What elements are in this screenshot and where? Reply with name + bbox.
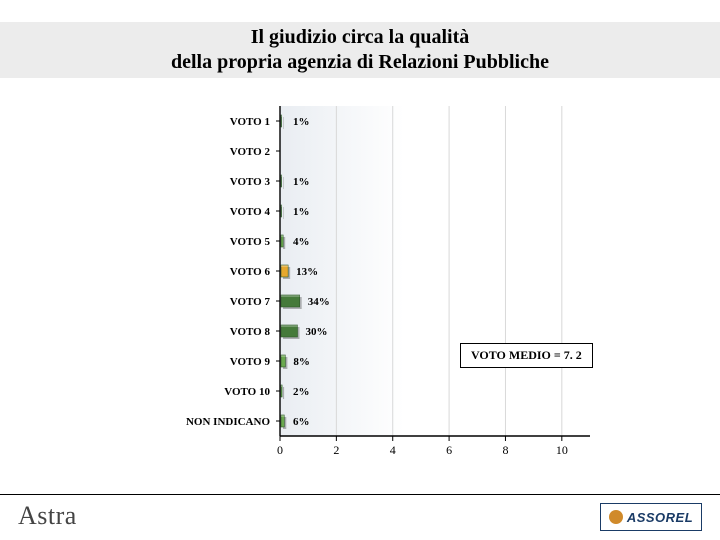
svg-text:1%: 1%	[293, 116, 310, 128]
svg-text:1%: 1%	[293, 176, 310, 188]
svg-text:10: 10	[556, 443, 568, 457]
svg-text:6%: 6%	[293, 416, 310, 428]
svg-text:8%: 8%	[293, 356, 310, 368]
page-root: Il giudizio circa la qualità della propr…	[0, 0, 720, 540]
title-line-1: Il giudizio circa la qualità	[0, 26, 720, 49]
footer: Astra ASSOREL	[0, 494, 720, 540]
title-band: Il giudizio circa la qualità della propr…	[0, 22, 720, 78]
callout-voto-medio: VOTO MEDIO = 7. 2	[460, 343, 593, 368]
svg-text:6: 6	[446, 443, 452, 457]
title-line-2: della propria agenzia di Relazioni Pubbl…	[0, 51, 720, 74]
svg-text:30%: 30%	[306, 326, 328, 338]
svg-text:VOTO 9: VOTO 9	[230, 356, 271, 368]
svg-text:34%: 34%	[308, 296, 330, 308]
svg-text:13%: 13%	[296, 266, 318, 278]
assorel-logo-icon	[609, 510, 623, 524]
chart-svg: VOTO 1 1% VOTO 2 VOTO 3 1% VOTO 4 1% VOTO 5 4% VO…	[160, 100, 600, 470]
svg-text:VOTO 5: VOTO 5	[230, 236, 271, 248]
svg-text:1%: 1%	[293, 206, 310, 218]
brand-astra: Astra	[18, 501, 77, 531]
brand-assorel-text: ASSOREL	[627, 510, 693, 525]
svg-text:NON INDICANO: NON INDICANO	[186, 416, 270, 428]
svg-text:VOTO 10: VOTO 10	[224, 386, 270, 398]
svg-text:VOTO 1: VOTO 1	[230, 116, 270, 128]
svg-text:2%: 2%	[293, 386, 310, 398]
svg-text:4: 4	[390, 443, 396, 457]
brand-assorel: ASSOREL	[600, 503, 702, 531]
svg-text:VOTO 8: VOTO 8	[230, 326, 271, 338]
svg-text:2: 2	[333, 443, 339, 457]
bar-chart: VOTO 1 1% VOTO 2 VOTO 3 1% VOTO 4 1% VOTO 5 4% VO…	[160, 100, 600, 470]
svg-text:0: 0	[277, 443, 283, 457]
svg-text:VOTO 7: VOTO 7	[230, 296, 271, 308]
svg-text:VOTO 3: VOTO 3	[230, 176, 271, 188]
svg-text:VOTO 4: VOTO 4	[230, 206, 271, 218]
svg-text:8: 8	[502, 443, 508, 457]
svg-text:VOTO 6: VOTO 6	[230, 266, 271, 278]
svg-text:VOTO 2: VOTO 2	[230, 146, 271, 158]
svg-text:4%: 4%	[293, 236, 310, 248]
